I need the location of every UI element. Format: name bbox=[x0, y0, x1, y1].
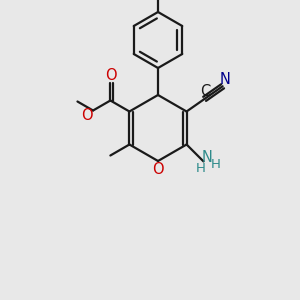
Text: N: N bbox=[219, 72, 230, 87]
Text: H: H bbox=[211, 158, 220, 171]
Text: O: O bbox=[152, 161, 164, 176]
Text: N: N bbox=[202, 150, 213, 165]
Text: O: O bbox=[81, 108, 93, 123]
Text: O: O bbox=[106, 68, 117, 83]
Text: C: C bbox=[200, 84, 211, 99]
Text: H: H bbox=[196, 162, 206, 175]
